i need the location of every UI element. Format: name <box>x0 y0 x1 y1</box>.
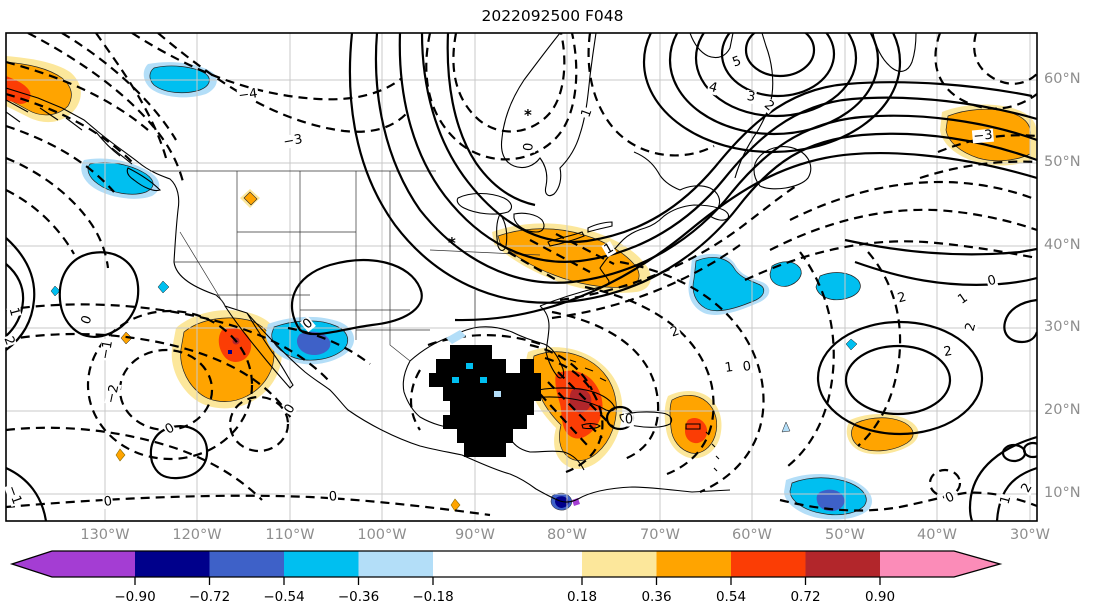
lon-tick-label: 50°W <box>824 527 866 543</box>
extremum-marker: * <box>448 234 456 252</box>
colorbar-left-arrow <box>12 551 52 577</box>
lat-tick-label: 30°N <box>1044 319 1081 335</box>
map-frame <box>5 32 1038 522</box>
lat-tick-label: 50°N <box>1044 154 1081 170</box>
solid-contour-label: 0 <box>623 412 635 428</box>
svg-text:0.90: 0.90 <box>865 589 895 605</box>
dashed-contour-label: 0 <box>102 493 114 511</box>
svg-text:0.36: 0.36 <box>641 589 671 605</box>
dashed-contour-label: −1 <box>97 338 117 362</box>
coastlines <box>6 33 917 503</box>
colorbar-right-arrow <box>954 551 1000 577</box>
shaded-anomaly-patches <box>6 56 1037 520</box>
lon-tick-label: 40°W <box>916 527 958 543</box>
colorbar-tick-labels: −0.90 −0.72 −0.54 −0.36 −0.18 0.18 0.36 … <box>114 589 895 605</box>
solid-contours <box>6 33 1037 521</box>
extremum-marker: * <box>524 106 532 124</box>
dashed-contour-label: 0 <box>327 489 339 505</box>
state-borders <box>150 170 541 362</box>
lon-tick-label: 30°W <box>1009 527 1051 543</box>
svg-text:−0.72: −0.72 <box>189 589 230 605</box>
lon-tick-label: 70°W <box>639 527 681 543</box>
lon-tick-label: 90°W <box>454 527 496 543</box>
solid-contour-label: 2 <box>941 343 955 361</box>
lon-tick-label: 110°W <box>265 527 315 543</box>
lon-tick-label: 100°W <box>357 527 407 543</box>
dashed-contour-label: −3 <box>971 127 995 145</box>
svg-text:−0.90: −0.90 <box>114 589 155 605</box>
colorbar: −0.90 −0.72 −0.54 −0.36 −0.18 0.18 0.36 … <box>9 550 1003 605</box>
colorbar-ticks <box>134 577 881 585</box>
svg-text:0.72: 0.72 <box>790 589 820 605</box>
lon-tick-label: 120°W <box>172 527 222 543</box>
svg-text:0.54: 0.54 <box>716 589 746 605</box>
lon-tick-label: 60°W <box>731 527 773 543</box>
lat-tick-label: 20°N <box>1044 402 1081 418</box>
dashed-contour-label: 0 <box>741 358 753 376</box>
dashed-contour-label: −4 <box>236 86 260 104</box>
svg-text:−0.36: −0.36 <box>338 589 379 605</box>
lat-tick-label: 40°N <box>1044 237 1081 253</box>
dashed-contour-label: 1 <box>723 359 735 377</box>
dashed-contour-label: −3 <box>281 131 305 151</box>
lat-tick-label: 60°N <box>1044 71 1081 87</box>
svg-text:−0.54: −0.54 <box>263 589 304 605</box>
dashed-contour-label: 0 <box>521 141 537 153</box>
black-stipple-mask <box>429 330 541 457</box>
lat-tick-label: 10°N <box>1044 485 1081 501</box>
lon-tick-label: 80°W <box>546 527 588 543</box>
lon-tick-label: 130°W <box>80 527 130 543</box>
svg-text:0.18: 0.18 <box>567 589 597 605</box>
svg-text:−0.18: −0.18 <box>412 589 453 605</box>
plot-title: 2022092500 F048 <box>481 7 624 25</box>
